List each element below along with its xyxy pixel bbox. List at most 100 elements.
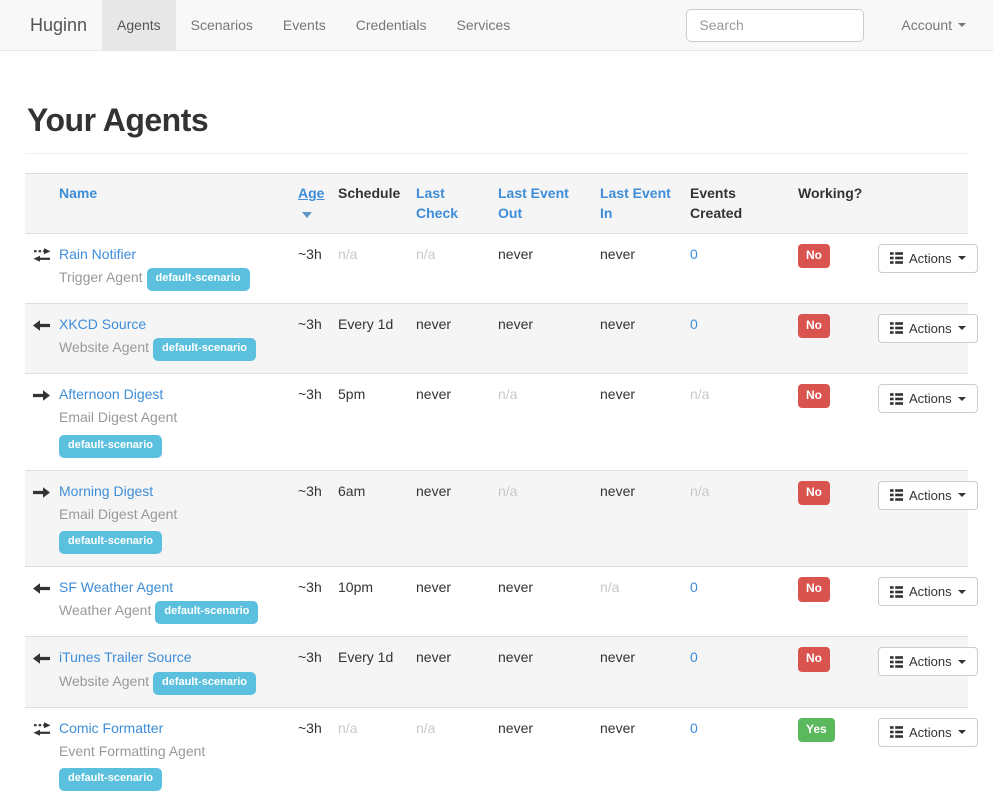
events-count-link[interactable]: n/a (690, 386, 710, 403)
sort-by-last-event-in-link[interactable]: Last Event In (600, 185, 671, 222)
sort-direction-icon (302, 211, 312, 218)
last-check-cell: never (416, 482, 452, 499)
name-cell: iTunes Trailer Source Website Agent defau… (51, 637, 290, 707)
agent-type-line: Weather Agent default-scenario (59, 600, 282, 625)
agent-name-link[interactable]: Morning Digest (59, 482, 154, 499)
actions-button[interactable]: Actions (878, 717, 978, 747)
scenario-badge[interactable]: default-scenario (59, 768, 162, 792)
scenario-badge[interactable]: default-scenario (146, 267, 250, 291)
last-event-in-cell: n/a (600, 579, 620, 596)
agent-name-link[interactable]: iTunes Trailer Source (59, 649, 192, 666)
agent-type-line: Email Digest Agent default-scenario (59, 504, 282, 555)
events-created-column-header: Events Created (682, 174, 790, 234)
list-icon (890, 392, 903, 405)
last-event-in-cell: never (600, 315, 636, 332)
working-cell: No (790, 233, 870, 303)
agent-type-line: Website Agent default-scenario (59, 337, 282, 362)
actions-button[interactable]: Actions (878, 577, 978, 607)
scenario-badge[interactable]: default-scenario (153, 338, 256, 362)
scenario-badge[interactable]: default-scenario (59, 434, 162, 458)
actions-button[interactable]: Actions (878, 243, 978, 273)
agent-row: iTunes Trailer Source Website Agent defau… (25, 636, 978, 708)
schedule-cell: 10pm (338, 579, 374, 596)
events-created-header-label: Events Created (690, 185, 743, 222)
flow-column-header (25, 174, 51, 234)
agent-name-link[interactable]: Afternoon Digest (59, 386, 164, 403)
last-event-out-cell: never (498, 719, 534, 736)
agent-type-line: Event Formatting Agent default-scenario (59, 741, 282, 792)
last-event-out-cell: n/a (498, 482, 518, 499)
actions-button-label: Actions (909, 320, 952, 336)
chevron-down-icon (957, 730, 966, 735)
nav-item-services[interactable]: Services (456, 17, 511, 33)
list-icon (890, 322, 903, 335)
actions-button[interactable]: Actions (878, 384, 978, 414)
search-input[interactable] (686, 8, 865, 42)
last-check-column-header: Last Check (408, 174, 490, 234)
agent-name-link[interactable]: SF Weather Agent (59, 579, 174, 596)
scenario-badge[interactable]: default-scenario (155, 601, 259, 625)
scenario-badge[interactable]: default-scenario (59, 531, 162, 555)
events-created-cell: n/a (682, 374, 790, 471)
events-count-link[interactable]: 0 (690, 315, 698, 332)
arrow-left-icon (33, 580, 50, 600)
events-count-link[interactable]: 0 (690, 579, 698, 596)
name-cell: Comic Formatter Event Formatting Agent de… (51, 707, 290, 803)
chevron-down-icon (957, 659, 966, 664)
working-badge: No (798, 313, 830, 339)
actions-cell: Actions (870, 707, 978, 803)
working-badge: No (798, 647, 830, 672)
title-divider (25, 153, 968, 154)
account-menu[interactable]: Account (886, 0, 981, 50)
actions-button[interactable]: Actions (878, 313, 978, 343)
agent-name-link[interactable]: Rain Notifier (59, 245, 137, 262)
flow-cell (25, 637, 51, 707)
schedule-cell: 6am (338, 482, 366, 499)
working-badge: No (798, 577, 830, 602)
working-badge: No (798, 384, 830, 409)
nav-item-credentials[interactable]: Credentials (355, 17, 427, 33)
sort-by-age-link[interactable]: Age (298, 185, 325, 201)
brand-link[interactable]: Huginn (30, 14, 88, 35)
nav-item-scenarios[interactable]: Scenarios (190, 17, 253, 33)
working-cell: No (790, 303, 870, 373)
events-count-link[interactable]: 0 (690, 649, 698, 666)
scenario-badge[interactable]: default-scenario (153, 671, 256, 695)
working-cell: No (790, 470, 870, 567)
chevron-down-icon (957, 256, 966, 261)
chevron-down-icon (958, 23, 966, 27)
age-column-header: Age (290, 174, 330, 234)
working-cell: No (790, 567, 870, 637)
arrow-left-icon (33, 650, 50, 670)
last-check-cell: never (416, 315, 452, 332)
actions-button-label: Actions (909, 584, 952, 600)
events-count-link[interactable]: 0 (690, 719, 698, 736)
agents-table-head: Name Age Schedule Last Check Last Event … (25, 173, 968, 234)
chevron-down-icon (957, 493, 966, 498)
events-count-link[interactable]: 0 (690, 245, 698, 262)
actions-button[interactable]: Actions (878, 480, 978, 510)
agent-type-label: Email Digest Agent (59, 409, 178, 426)
sort-by-name-link[interactable]: Name (59, 185, 98, 201)
actions-cell: Actions (870, 374, 978, 471)
agent-name-link[interactable]: XKCD Source (59, 315, 147, 332)
flow-cell (25, 233, 51, 303)
agent-name-link[interactable]: Comic Formatter (59, 719, 164, 736)
schedule-cell: Every 1d (338, 315, 394, 332)
name-cell: Morning Digest Email Digest Agent default… (51, 470, 290, 567)
chevron-down-icon (957, 326, 966, 331)
actions-button[interactable]: Actions (878, 647, 978, 677)
sort-by-last-check-link[interactable]: Last Check (416, 185, 459, 222)
list-icon (890, 656, 903, 668)
agent-row: Afternoon Digest Email Digest Agent defau… (25, 373, 978, 471)
agent-type-label: Event Formatting Agent (59, 742, 206, 759)
nav-item-events[interactable]: Events (282, 17, 326, 33)
page-title: Your Agents (27, 102, 209, 138)
events-count-link[interactable]: n/a (690, 482, 710, 499)
sort-by-last-event-out-link[interactable]: Last Event Out (498, 185, 569, 222)
age-cell: ~3h (298, 315, 322, 332)
list-icon (890, 252, 903, 264)
nav-spacer (525, 0, 686, 50)
chevron-down-icon (957, 396, 966, 401)
nav-item-agents[interactable]: Agents (102, 0, 176, 50)
